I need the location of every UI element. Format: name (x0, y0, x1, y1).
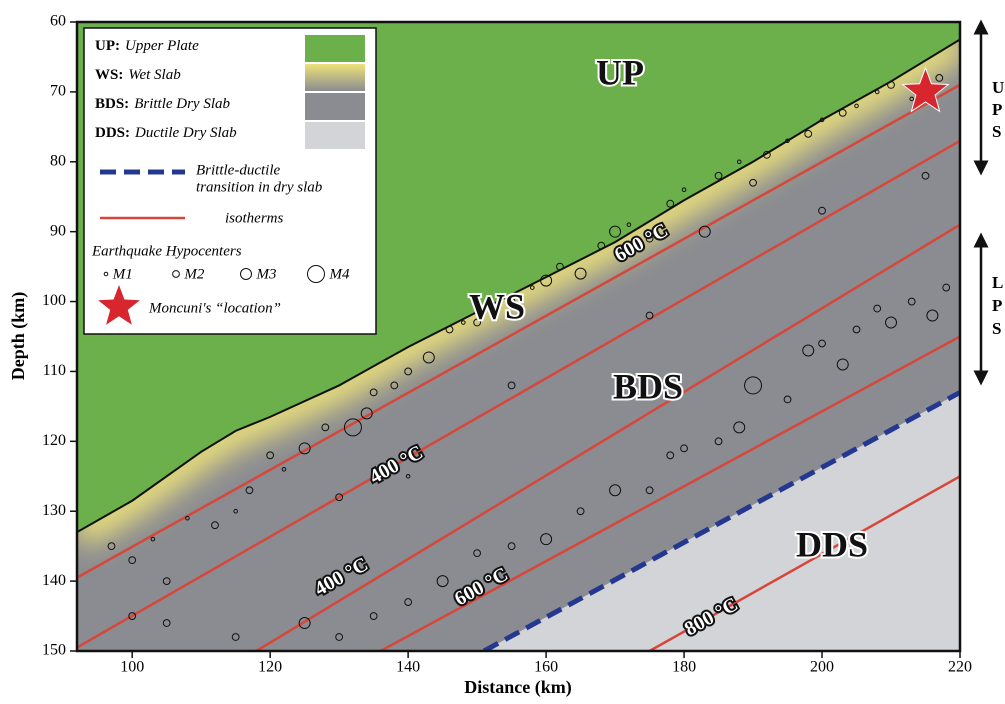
side-label: L (992, 273, 1003, 292)
region-label: DDS (796, 524, 868, 564)
legend-key: BDS: (95, 96, 129, 112)
legend-desc: Ductile Dry Slab (134, 125, 237, 141)
x-tick-label: 120 (258, 659, 282, 676)
side-label: P (992, 100, 1002, 119)
y-axis-title: Depth (km) (8, 292, 29, 381)
y-tick-label: 100 (42, 292, 66, 309)
legend-label: M3 (256, 266, 277, 282)
y-tick-label: 130 (42, 502, 66, 519)
legend-label: WS: Wet Slab (95, 67, 181, 83)
legend-label: BDS: Brittle Dry Slab (95, 96, 231, 112)
x-axis-title: Distance (km) (464, 677, 571, 698)
side-label: S (992, 319, 1001, 338)
legend-label: isotherms (225, 210, 284, 226)
y-tick-label: 80 (50, 152, 66, 169)
side-label: U (992, 78, 1004, 97)
y-tick-label: 60 (50, 13, 66, 30)
legend-key: WS: (95, 67, 123, 83)
x-tick-label: 180 (672, 659, 696, 676)
legend-key: UP: (95, 38, 120, 54)
chart: Distance (km) Depth (km) UPWSBDSDDS600 °… (0, 0, 1005, 699)
legend-desc: Wet Slab (128, 67, 181, 83)
legend-label: M2 (183, 266, 204, 282)
y-tick-label: 120 (42, 432, 66, 449)
x-tick-label: 200 (810, 659, 834, 676)
legend-label: M4 (329, 266, 350, 282)
y-tick-label: 150 (42, 642, 66, 659)
x-tick-label: 220 (948, 659, 972, 676)
legend-label: M1 (112, 266, 133, 282)
legend-label: Earthquake Hypocenters (91, 243, 242, 259)
legend-swatch (305, 93, 365, 120)
legend-swatch (305, 64, 365, 91)
legend-desc: Upper Plate (125, 38, 199, 54)
legend-label: Brittle-ductile (196, 162, 280, 178)
x-tick-label: 160 (534, 659, 558, 676)
legend-desc: Brittle Dry Slab (134, 96, 230, 112)
legend-swatch (305, 122, 365, 149)
legend-label: Moncuni's “location” (148, 300, 281, 316)
legend-label: UP: Upper Plate (95, 38, 199, 54)
legend-label: transition in dry slab (196, 179, 323, 195)
y-tick-label: 90 (50, 222, 66, 239)
y-tick-label: 140 (42, 572, 66, 589)
y-tick-label: 110 (43, 362, 66, 379)
region-label: UP (596, 52, 644, 92)
y-tick-label: 70 (50, 83, 66, 100)
region-label: BDS (613, 366, 683, 406)
side-label: P (992, 296, 1002, 315)
legend-key: DDS: (95, 125, 130, 141)
x-tick-label: 140 (396, 659, 420, 676)
legend-label: DDS:Ductile Dry Slab (95, 125, 237, 141)
side-label: S (992, 122, 1001, 141)
region-label: WS (469, 286, 525, 326)
x-tick-label: 100 (120, 659, 144, 676)
legend-swatch (305, 35, 365, 62)
